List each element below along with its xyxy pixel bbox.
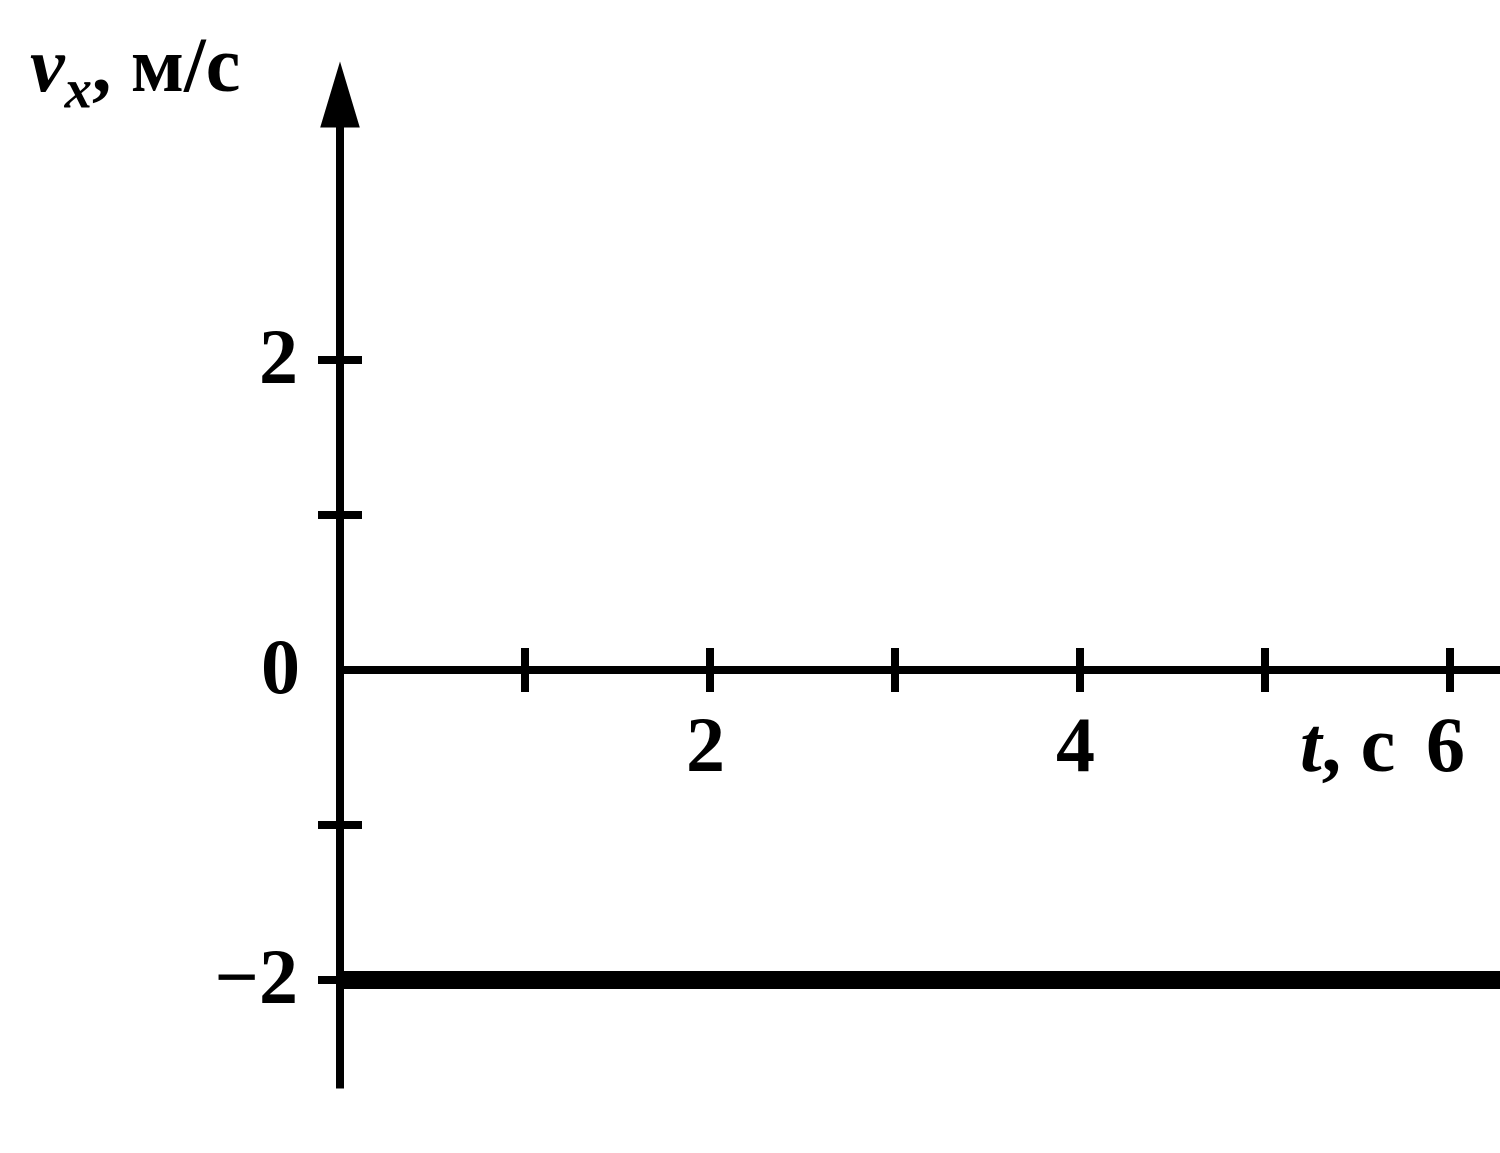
- y-axis-label-sep: ,: [92, 21, 131, 108]
- x-axis-label-var: t: [1300, 701, 1322, 788]
- y-tick-label: 2: [118, 312, 298, 402]
- velocity-time-chart: vx, м/с t, с 0 2 −2 2 4 6: [0, 0, 1500, 1148]
- y-axis-label-sub: x: [65, 59, 92, 120]
- x-axis-label: t, с: [1300, 700, 1395, 790]
- y-tick-label: −2: [118, 932, 298, 1022]
- x-tick-label: 4: [1056, 700, 1095, 790]
- y-axis-label-unit: м/с: [131, 21, 240, 108]
- y-axis-label-var: v: [30, 21, 65, 108]
- origin-label: 0: [261, 622, 300, 712]
- x-tick-label: 2: [686, 700, 725, 790]
- x-axis-label-sep: ,: [1322, 701, 1361, 788]
- x-axis-label-unit: с: [1361, 701, 1396, 788]
- y-axis-label: vx, м/с: [30, 20, 240, 121]
- x-tick-label: 6: [1426, 700, 1465, 790]
